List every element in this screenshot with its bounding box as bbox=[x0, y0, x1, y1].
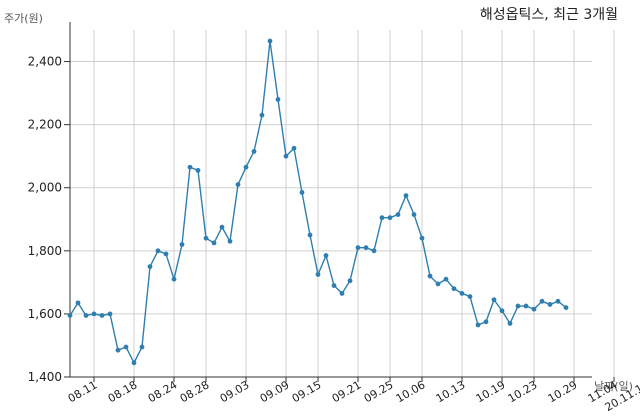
data-point bbox=[123, 344, 129, 350]
x-tick-label: 09.25 bbox=[362, 378, 396, 405]
data-point bbox=[515, 303, 521, 309]
data-point bbox=[147, 264, 153, 269]
y-tick-labels: 1,400 1,600 1,800 2,000 2,200 2,400 bbox=[28, 55, 62, 384]
x-tick-label: 09.03 bbox=[218, 378, 252, 405]
x-tick-label: 08.11 bbox=[66, 378, 100, 405]
vertical-gridlines bbox=[93, 30, 615, 377]
data-point bbox=[243, 164, 249, 170]
data-point bbox=[83, 313, 89, 318]
data-point bbox=[523, 303, 529, 309]
data-point bbox=[459, 291, 465, 296]
data-point bbox=[379, 215, 385, 221]
data-point bbox=[291, 145, 297, 151]
data-point bbox=[259, 112, 265, 118]
y-tick-label: 1,600 bbox=[28, 307, 62, 321]
x-tick-label: 10.19 bbox=[474, 378, 508, 405]
y-tick-label: 1,400 bbox=[28, 370, 62, 384]
data-point bbox=[155, 248, 161, 254]
data-point bbox=[531, 306, 537, 312]
data-point bbox=[219, 224, 225, 230]
y-tick-label: 2,000 bbox=[28, 181, 62, 195]
data-point bbox=[395, 212, 401, 217]
data-point bbox=[75, 300, 81, 306]
series-layer bbox=[67, 38, 569, 366]
data-point bbox=[451, 286, 457, 292]
data-point bbox=[299, 190, 305, 195]
data-point bbox=[507, 320, 513, 326]
data-point bbox=[307, 232, 313, 238]
data-point bbox=[403, 193, 409, 199]
data-point bbox=[427, 273, 433, 279]
data-point bbox=[131, 360, 137, 366]
data-point bbox=[331, 283, 337, 288]
x-tick-label: 08.18 bbox=[106, 378, 140, 405]
data-point bbox=[475, 322, 481, 328]
data-point bbox=[499, 308, 505, 314]
data-point bbox=[539, 298, 545, 304]
data-point bbox=[267, 38, 273, 44]
data-point bbox=[547, 302, 553, 307]
x-tick-label: 08.28 bbox=[178, 378, 212, 405]
x-tick-label: 08.24 bbox=[146, 378, 180, 405]
data-point bbox=[235, 182, 241, 187]
x-tick-label: 10.13 bbox=[434, 378, 468, 405]
x-axis-label: 날짜(일) bbox=[594, 380, 633, 393]
x-tick-label: 10.29 bbox=[546, 378, 580, 405]
data-point bbox=[67, 313, 73, 318]
y-tick-label: 2,200 bbox=[28, 118, 62, 132]
data-point bbox=[251, 149, 257, 154]
data-point bbox=[371, 248, 377, 254]
data-point bbox=[91, 311, 97, 317]
x-tick-label: 10.06 bbox=[394, 378, 428, 405]
axes bbox=[64, 22, 615, 382]
data-point bbox=[171, 276, 177, 282]
x-tick-label: 09.09 bbox=[258, 378, 292, 405]
data-point bbox=[275, 97, 281, 102]
data-point bbox=[99, 313, 105, 318]
data-point bbox=[443, 276, 449, 282]
data-point bbox=[187, 164, 193, 170]
data-point bbox=[227, 238, 233, 244]
data-point bbox=[283, 153, 289, 159]
data-point bbox=[195, 167, 201, 173]
data-point bbox=[323, 253, 329, 258]
data-point bbox=[355, 245, 361, 251]
data-point bbox=[483, 319, 489, 325]
data-point bbox=[107, 311, 113, 317]
data-point bbox=[115, 347, 121, 353]
chart-title: 해성옵틱스, 최근 3개월 bbox=[479, 7, 618, 23]
data-point bbox=[203, 235, 209, 241]
data-point bbox=[387, 215, 393, 221]
y-tick-label: 1,800 bbox=[28, 244, 62, 258]
y-axis-label: 주가(원) bbox=[4, 12, 43, 25]
data-point bbox=[347, 278, 353, 284]
data-point bbox=[315, 272, 321, 277]
data-point bbox=[139, 344, 145, 350]
data-point bbox=[163, 251, 169, 257]
data-point bbox=[419, 235, 425, 241]
data-point bbox=[563, 305, 569, 310]
x-tick-label: 10.23 bbox=[506, 378, 540, 405]
x-tick-label: 09.15 bbox=[290, 378, 324, 405]
data-point bbox=[467, 294, 473, 299]
data-point bbox=[491, 297, 497, 303]
y-tick-label: 2,400 bbox=[28, 55, 62, 69]
data-point bbox=[435, 281, 441, 287]
data-point bbox=[363, 245, 369, 251]
data-point bbox=[339, 291, 345, 296]
data-point bbox=[555, 298, 561, 304]
x-tick-label: 09.21 bbox=[330, 378, 364, 405]
data-point bbox=[211, 240, 217, 246]
data-point bbox=[179, 242, 185, 247]
horizontal-gridlines bbox=[70, 61, 592, 378]
data-point bbox=[411, 212, 417, 217]
